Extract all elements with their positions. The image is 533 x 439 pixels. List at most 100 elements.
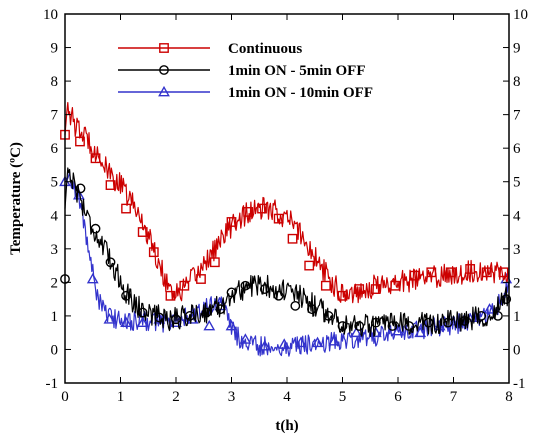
- series-1: [60, 167, 512, 337]
- x-tick-label: 6: [394, 389, 402, 405]
- triangle-marker: [158, 85, 170, 97]
- square-marker: [257, 203, 267, 214]
- x-axis-title: t(h): [275, 418, 298, 434]
- square-marker: [75, 136, 85, 147]
- circle-marker: [404, 321, 414, 331]
- y-tick-label-right: 5: [513, 175, 521, 191]
- square-marker: [273, 213, 284, 224]
- square-marker: [370, 284, 381, 294]
- y-tick-label-right: 10: [513, 7, 528, 23]
- series-layer: [59, 102, 513, 357]
- x-tick-label: 2: [172, 389, 180, 405]
- triangle-marker: [136, 316, 149, 328]
- triangle-marker: [103, 313, 116, 324]
- y-tick-label: 8: [51, 74, 59, 90]
- square-marker: [137, 227, 148, 237]
- y-tick-label: 2: [51, 275, 59, 291]
- y-tick-label-right: 6: [513, 141, 521, 157]
- square-marker: [209, 257, 220, 268]
- square-marker: [320, 280, 331, 291]
- circle-marker: [215, 304, 226, 315]
- triangle-marker: [328, 334, 341, 346]
- triangle-marker: [203, 319, 216, 331]
- square-marker: [409, 270, 420, 281]
- series-line: [64, 167, 510, 337]
- circle-marker: [459, 316, 470, 326]
- legend-label: Continuous: [228, 41, 302, 57]
- y-tick-label-right: 4: [513, 208, 521, 224]
- circle-marker: [240, 280, 251, 291]
- circle-marker: [443, 317, 453, 328]
- y-tick-label: 6: [51, 141, 59, 157]
- y-tick-label: -1: [46, 376, 59, 392]
- circle-marker: [387, 321, 398, 331]
- triangle-marker: [392, 324, 404, 336]
- square-marker: [159, 43, 169, 53]
- circle-marker: [423, 317, 434, 328]
- triangle-marker: [120, 316, 132, 328]
- square-marker: [337, 290, 348, 301]
- square-marker: [243, 207, 254, 217]
- x-tick-label: 3: [228, 389, 236, 405]
- x-tick-label: 4: [283, 389, 291, 405]
- y-tick-label: 9: [51, 41, 59, 57]
- series-0: [60, 102, 510, 304]
- square-marker: [465, 264, 476, 274]
- circle-marker: [121, 290, 131, 301]
- y-tick-label-right: 8: [513, 74, 521, 90]
- x-tick-label: 8: [505, 389, 513, 405]
- square-marker: [426, 267, 437, 278]
- legend-entry: Continuous: [118, 41, 302, 57]
- x-tick-label: 0: [61, 389, 69, 405]
- x-tick-label: 1: [117, 389, 125, 405]
- legend-entry: 1min ON - 5min OFF: [118, 63, 366, 79]
- square-marker: [196, 274, 206, 284]
- circle-marker: [273, 290, 284, 301]
- triangle-marker: [278, 338, 291, 349]
- circle-marker: [476, 311, 487, 321]
- triangle-marker: [225, 319, 238, 331]
- square-marker: [148, 247, 159, 258]
- y-tick-label-right: 9: [513, 41, 521, 57]
- triangle-marker: [483, 303, 496, 314]
- series-line: [64, 102, 510, 304]
- triangle-marker: [294, 336, 307, 348]
- square-marker: [165, 290, 176, 301]
- square-marker: [287, 233, 298, 244]
- square-marker: [390, 280, 401, 291]
- square-marker: [90, 153, 101, 164]
- y-tick-label-right: 2: [513, 275, 521, 291]
- circle-marker: [354, 321, 365, 331]
- square-marker: [226, 217, 237, 227]
- circle-marker: [337, 321, 348, 331]
- legend-entry: 1min ON - 10min OFF: [118, 85, 373, 101]
- circle-marker: [370, 317, 381, 328]
- y-axis-title: Temperature (ºC): [8, 142, 24, 255]
- y-tick-label: 0: [51, 342, 59, 358]
- square-marker: [105, 180, 116, 190]
- triangle-marker: [86, 272, 99, 284]
- y-tick-label-right: 3: [513, 242, 521, 258]
- y-tick-label: 10: [43, 7, 58, 23]
- circle-marker: [259, 284, 270, 294]
- circle-marker: [105, 257, 116, 268]
- series-2: [59, 171, 513, 357]
- circle-marker: [201, 307, 212, 318]
- y-tick-label-right: 7: [513, 108, 521, 124]
- legend-label: 1min ON - 5min OFF: [228, 63, 366, 79]
- square-marker: [481, 267, 492, 278]
- circle-marker: [137, 307, 148, 318]
- circle-marker: [290, 300, 301, 311]
- triangle-marker: [350, 326, 363, 338]
- triangle-marker: [414, 326, 427, 338]
- square-marker: [445, 267, 456, 278]
- circle-marker: [75, 183, 86, 194]
- square-marker: [304, 260, 315, 271]
- square-marker: [498, 267, 509, 278]
- y-tick-label: 7: [51, 108, 59, 124]
- y-tick-label: 5: [51, 175, 59, 191]
- square-marker: [121, 203, 131, 214]
- y-tick-label: 1: [51, 309, 59, 325]
- y-tick-label: 3: [51, 242, 59, 258]
